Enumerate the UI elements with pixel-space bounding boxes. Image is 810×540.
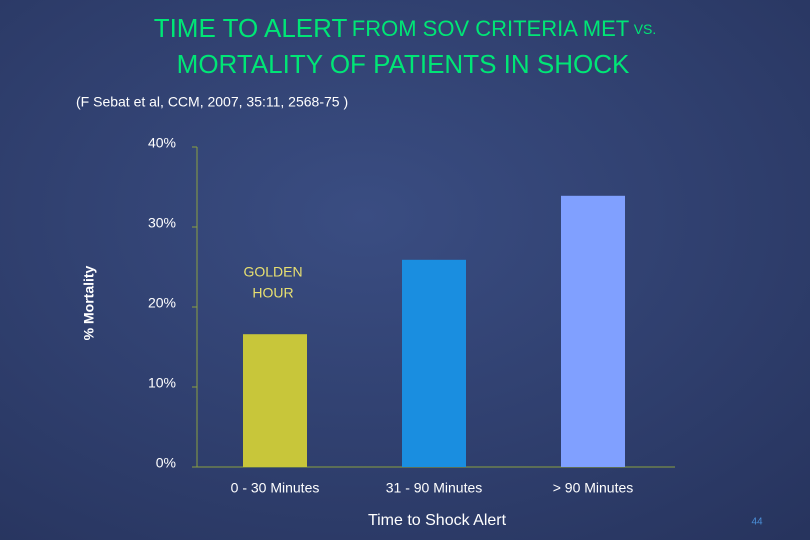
y-axis-label: % Mortality [81, 265, 97, 340]
y-tick-label: 40% [148, 135, 176, 151]
title-part: TIME TO ALERT [154, 13, 348, 43]
title-part: FROM SOV CRITERIA MET [352, 16, 629, 41]
x-tick-label: 0 - 30 Minutes [231, 480, 320, 496]
bar [402, 259, 466, 467]
bar [243, 334, 307, 467]
title-part: MORTALITY OF PATIENTS IN SHOCK [177, 49, 630, 79]
y-tick-label: 10% [148, 375, 176, 391]
annotation: GOLDEN [243, 264, 302, 280]
page-number: 44 [751, 517, 763, 528]
x-axis-label: Time to Shock Alert [368, 512, 507, 529]
y-tick-label: 0% [156, 455, 176, 471]
x-tick-label: > 90 Minutes [553, 480, 634, 496]
bar [561, 195, 625, 468]
chart-title: TIME TO ALERT FROM SOV CRITERIA MET VS. [154, 13, 657, 43]
y-tick-label: 20% [148, 295, 176, 311]
annotation: HOUR [252, 285, 293, 301]
subtitle: (F Sebat et al, CCM, 2007, 35:11, 2568-7… [76, 94, 348, 110]
y-tick-label: 30% [148, 215, 176, 231]
title-part: VS. [634, 21, 657, 37]
x-tick-label: 31 - 90 Minutes [386, 480, 483, 496]
